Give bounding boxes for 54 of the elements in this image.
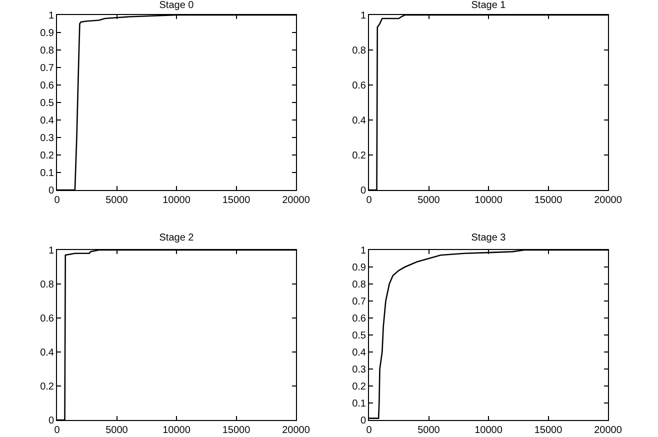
x-tick-label: 15000	[534, 195, 563, 206]
y-tick-label: 0.8	[40, 280, 54, 290]
y-tick-label: 0	[360, 416, 366, 426]
chart-title: Stage 1	[471, 0, 506, 12]
x-tick-label: 10000	[162, 425, 191, 436]
y-tick-label: 1	[48, 10, 54, 22]
x-tick-label: 20000	[594, 425, 622, 436]
x-tick-label: 15000	[222, 425, 251, 436]
x-tick-label: 20000	[594, 195, 622, 206]
x-tick-label: 5000	[106, 195, 128, 206]
x-tick-label: 10000	[162, 195, 191, 206]
y-tick-label: 0.4	[40, 348, 54, 358]
x-tick-label: 5000	[418, 425, 440, 436]
y-tick-label: 0.2	[40, 150, 54, 162]
y-tick-label: 0.8	[352, 46, 366, 56]
x-tick-label: 20000	[282, 195, 310, 206]
y-tick-label: 0.1	[352, 398, 366, 410]
y-tick-label: 0	[48, 186, 54, 196]
chart-title: Stage 3	[471, 232, 506, 244]
y-tick-label: 0.9	[352, 262, 366, 274]
y-tick-label: 0.4	[40, 116, 54, 126]
y-tick-label: 0.8	[352, 280, 366, 290]
y-tick-label: 0.9	[40, 28, 54, 39]
chart-title: Stage 0	[159, 0, 194, 12]
y-tick-label: 0.4	[352, 116, 366, 126]
x-tick-label: 5000	[418, 195, 440, 206]
y-tick-label: 0.7	[352, 296, 366, 308]
y-tick-label: 0.2	[352, 382, 366, 392]
y-tick-label: 1	[48, 246, 54, 256]
chart-title: Stage 2	[159, 232, 194, 244]
x-tick-label: 10000	[474, 195, 503, 206]
y-tick-label: 0.7	[40, 63, 54, 74]
y-tick-label: 0.6	[352, 314, 366, 324]
y-tick-label: 0.6	[352, 80, 366, 92]
y-tick-label: 0	[48, 416, 54, 426]
y-tick-label: 0.3	[352, 364, 366, 376]
y-tick-label: 0.8	[40, 46, 54, 56]
y-tick-label: 0.3	[40, 133, 54, 144]
y-tick-label: 0.1	[40, 168, 54, 179]
x-tick-label: 15000	[534, 425, 563, 436]
y-tick-label: 0	[360, 186, 366, 196]
y-tick-label: 0.4	[352, 348, 366, 358]
y-tick-label: 0.6	[40, 80, 54, 92]
x-tick-label: 10000	[474, 425, 503, 436]
y-tick-label: 1	[360, 246, 366, 256]
x-tick-label: 20000	[282, 425, 310, 436]
x-tick-label: 15000	[222, 195, 251, 206]
x-tick-label: 5000	[106, 425, 128, 436]
y-tick-label: 0.2	[352, 150, 366, 162]
y-tick-label: 0.5	[40, 98, 54, 109]
y-tick-label: 0.2	[40, 382, 54, 392]
y-tick-label: 0.5	[352, 330, 366, 342]
y-tick-label: 1	[360, 10, 366, 22]
y-tick-label: 0.6	[40, 314, 54, 324]
